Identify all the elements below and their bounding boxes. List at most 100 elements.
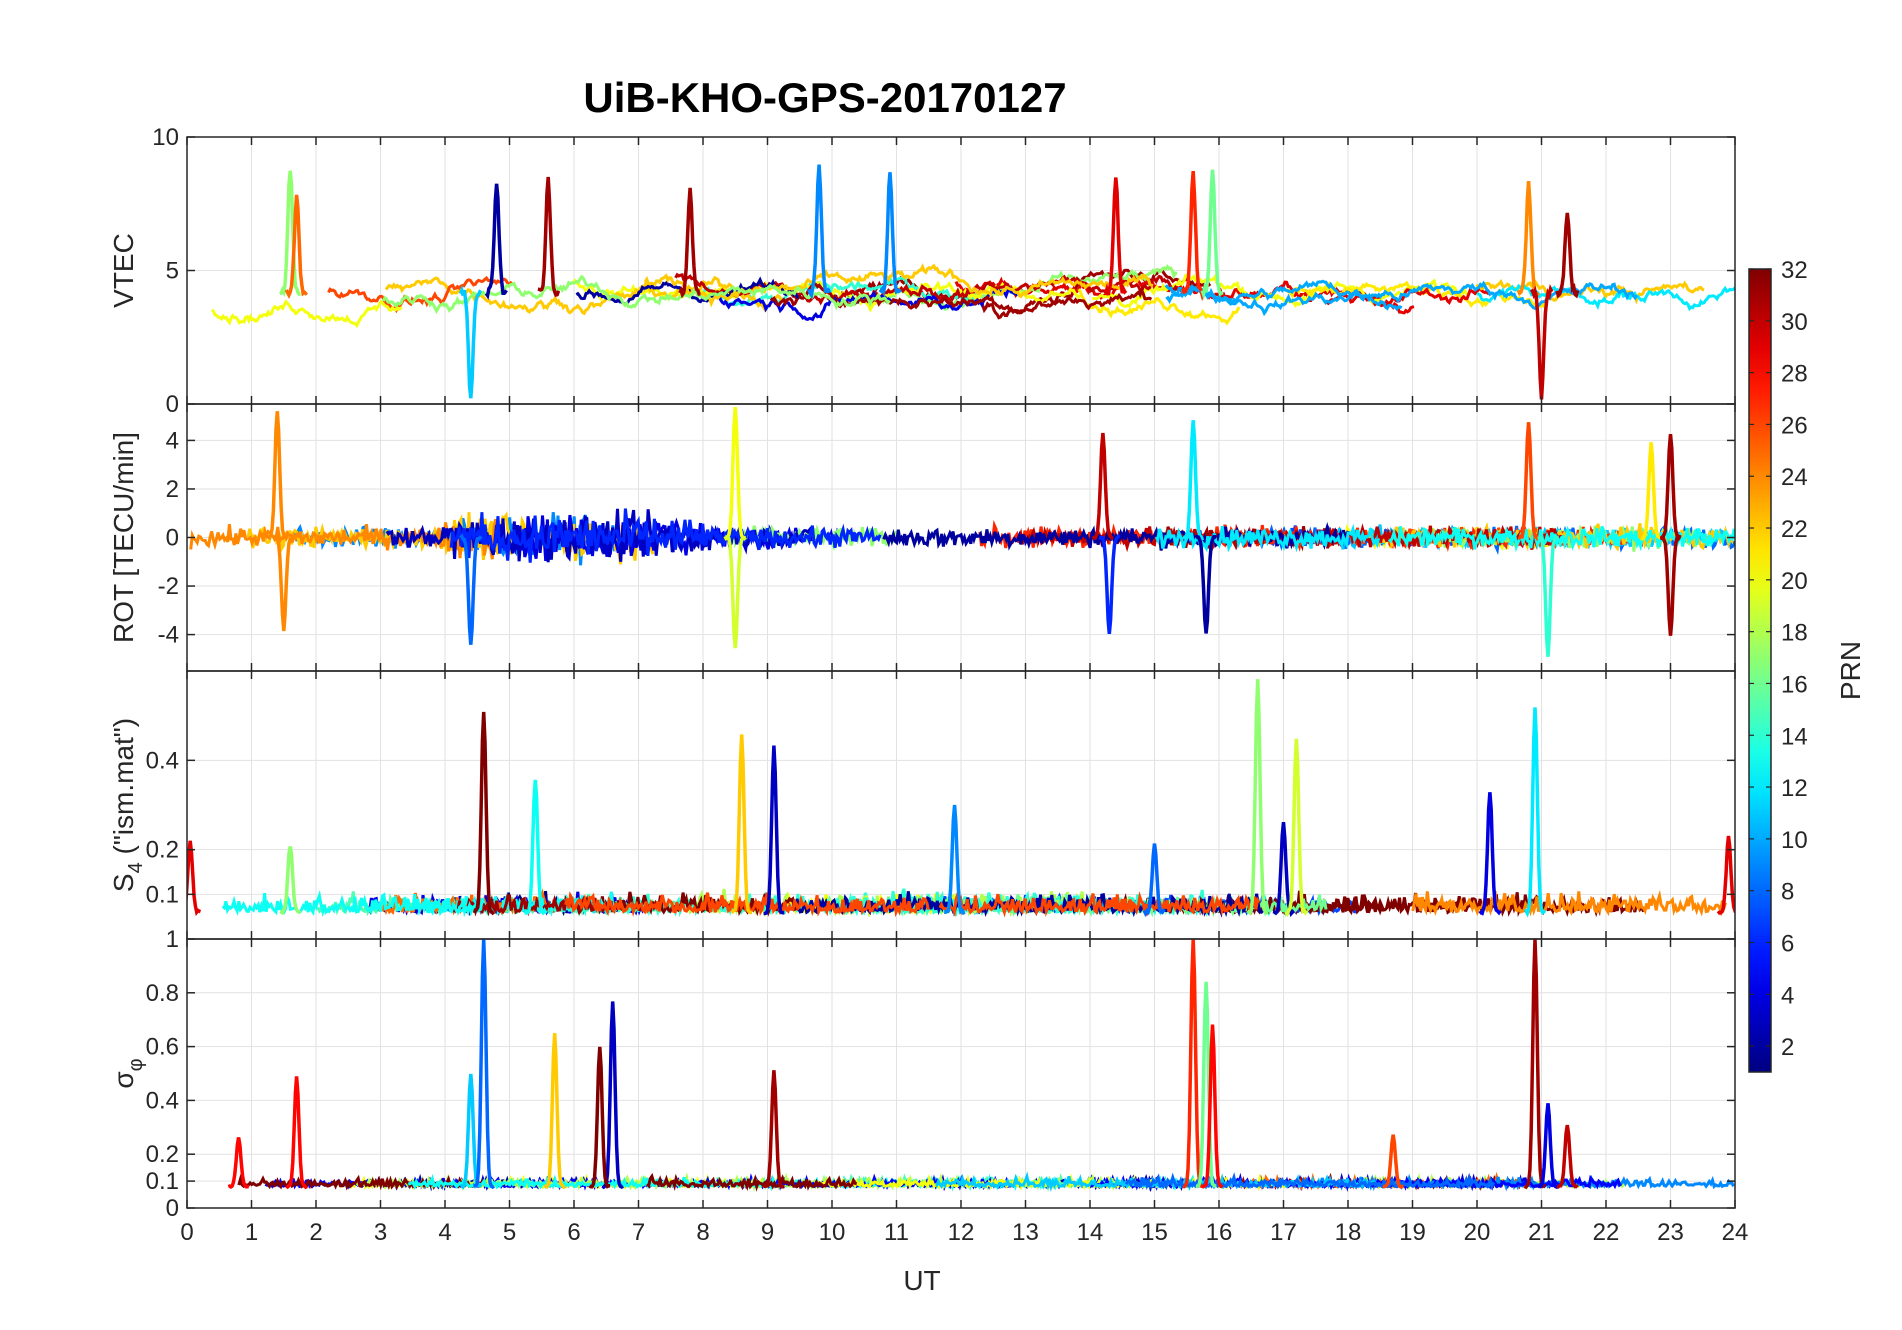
y-tick-label: 0.6 (146, 1034, 179, 1061)
x-tick-label: 2 (309, 1219, 322, 1246)
event-spike (588, 1046, 611, 1189)
trace-prn-26 (938, 888, 1261, 918)
traces (189, 406, 1735, 657)
x-tick-label: 14 (1077, 1219, 1104, 1246)
x-tick-label: 17 (1270, 1219, 1297, 1246)
y-tick-label: 0.1 (146, 881, 179, 908)
trace-prn-30 (674, 272, 1183, 306)
event-spike (1194, 534, 1218, 634)
event-spike (473, 939, 496, 1190)
event-spike (1640, 442, 1662, 541)
event-spike (544, 1033, 566, 1190)
trace-prn-21 (1077, 288, 1241, 326)
event-spike (1537, 535, 1559, 657)
colorbar-tick-label: 22 (1781, 516, 1808, 543)
colorbar-tick-label: 14 (1781, 723, 1808, 750)
x-tick-label: 15 (1141, 1219, 1168, 1246)
event-spike (1716, 835, 1735, 915)
traces (210, 164, 1735, 400)
event-spike (1659, 532, 1682, 636)
x-tick-label: 9 (761, 1219, 774, 1246)
panel-3: 0.1 0.2 0.4S4 ("ism.mat") (108, 670, 1736, 940)
x-ticks (186, 404, 1736, 671)
y-tick-label: 0.8 (146, 980, 179, 1007)
event-spike (187, 840, 202, 917)
event-spike (279, 846, 302, 916)
colorbar-label: PRN (1835, 641, 1866, 700)
y-axis-label: σφ (108, 1058, 147, 1088)
event-spike (763, 745, 785, 916)
event-spike (1200, 169, 1224, 301)
colorbar-tick-label: 20 (1781, 568, 1808, 595)
x-ticks (186, 137, 1736, 404)
event-spike (723, 534, 746, 649)
traces (227, 939, 1735, 1193)
grid (186, 671, 1736, 939)
x-tick-label: 11 (884, 1219, 909, 1246)
event-spike (1523, 939, 1547, 1190)
y-axis-label: VTEC (108, 233, 139, 308)
x-tick-label: 24 (1722, 1219, 1749, 1246)
colorbar-tick-label: 16 (1781, 671, 1808, 698)
colorbar-tick-label: 4 (1781, 982, 1794, 1009)
y-tick-label: 0.2 (146, 837, 179, 864)
event-spike (944, 804, 966, 915)
x-tick-label: 13 (1012, 1219, 1039, 1246)
y-tick-label: 0.4 (146, 747, 179, 774)
x-tick-label: 3 (374, 1219, 387, 1246)
colorbar-tick-label: 8 (1781, 879, 1794, 906)
colorbar-tick-label: 28 (1781, 361, 1808, 388)
x-ticks: 0 1 2 3 4 5 6 7 8 9 10 11 12 13 14 15 16 17 18 19 20 21 22 23 24 (180, 939, 1748, 1246)
event-spike (678, 187, 701, 299)
x-tick-label: 16 (1206, 1219, 1233, 1246)
y-tick-label: 1 (166, 926, 179, 953)
event-spike (273, 534, 296, 632)
event-spike (1516, 180, 1540, 297)
event-spike (1536, 1103, 1559, 1189)
y-tick-label: 10 (152, 124, 179, 151)
event-spike (484, 183, 508, 301)
x-ticks (186, 671, 1736, 939)
event-spike (1142, 843, 1166, 918)
event-spike (1103, 177, 1128, 296)
x-tick-label: 10 (819, 1219, 846, 1246)
trace-prn-6 (449, 508, 882, 563)
colorbar-tick-label: 2 (1781, 1034, 1794, 1061)
event-spike (1181, 170, 1206, 302)
y-tick-label: -4 (158, 622, 179, 649)
traces (187, 679, 1735, 918)
panel-1: 0 5 10 VTEC (108, 124, 1736, 418)
event-spike (458, 284, 483, 399)
y-tick-label: 4 (166, 427, 179, 454)
colorbar-tick-label: 18 (1781, 620, 1808, 647)
trace-prn-22 (384, 275, 784, 316)
colorbar-tick-label: 24 (1781, 464, 1808, 491)
event-spike (1195, 981, 1217, 1188)
y-ticks: -4 -2 0 2 4 (158, 427, 1735, 649)
colorbar-gradient (1748, 268, 1772, 1073)
event-spike (762, 1070, 785, 1189)
x-tick-label: 4 (438, 1219, 451, 1246)
trace-prn-22 (643, 263, 1154, 308)
x-tick-label: 18 (1335, 1219, 1362, 1246)
event-spike (1284, 738, 1309, 918)
event-spike (1524, 707, 1546, 918)
event-spike (1091, 432, 1114, 541)
grid (186, 136, 1736, 405)
trace-prn-20 (1091, 273, 1469, 308)
x-tick-label: 8 (696, 1219, 709, 1246)
event-spike (1098, 534, 1121, 635)
x-tick-label: 19 (1399, 1219, 1426, 1246)
x-tick-label: 6 (567, 1219, 580, 1246)
event-spike (1555, 212, 1580, 299)
y-tick-label: 0 (166, 391, 179, 418)
colorbar-tick-label: 26 (1781, 412, 1808, 439)
y-tick-label: 0.1 (146, 1168, 179, 1195)
panel-2: -4 -2 0 2 4 ROT [TECU/min] (108, 403, 1736, 672)
trace-prn-12 (1154, 523, 1381, 555)
event-spike (1382, 1134, 1404, 1189)
colorbar-tick-label: 10 (1781, 827, 1808, 854)
y-tick-label: 2 (166, 476, 179, 503)
